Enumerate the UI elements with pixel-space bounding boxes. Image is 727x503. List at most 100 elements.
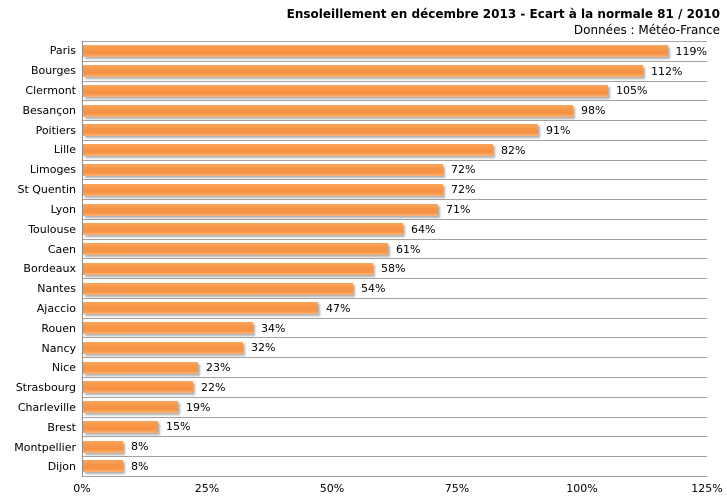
bar-row-nancy: 32% [83, 338, 707, 359]
category-label-paris: Paris [49, 44, 76, 58]
x-tick-label-25: 25% [194, 482, 220, 495]
bar-row-nice: 23% [83, 358, 707, 379]
category-label-lyon: Lyon [50, 202, 76, 216]
bar-value-label-lyon: 71% [446, 203, 471, 216]
category-label-charleville: Charleville [17, 401, 76, 415]
category-axis-labels: Paris Bourges Clermont Besançon Poitiers Lill… [0, 41, 76, 477]
bar-row-clermont: 105% [83, 82, 707, 102]
category-label-lille: Lille [53, 143, 76, 157]
x-tick-label-75: 75% [444, 482, 470, 495]
bar-bourges [83, 65, 643, 78]
bar-value-label-ajaccio: 47% [326, 301, 351, 315]
bar-value-label-caen: 61% [396, 242, 421, 256]
bar-row-poitiers: 91% [83, 121, 707, 141]
category-label-nancy: Nancy [41, 341, 77, 355]
bar-row-ajaccio: 47% [83, 299, 707, 319]
bar-paris [83, 45, 668, 58]
bar-limoges [83, 163, 443, 176]
bar-value-label-toulouse: 64% [411, 222, 436, 236]
bar-nice [83, 361, 198, 374]
x-tick-label-100: 100% [566, 482, 598, 495]
bar-brest [83, 420, 158, 433]
bar-lyon [83, 203, 438, 216]
bar-row-rouen: 34% [83, 319, 707, 339]
bar-value-label-nice: 23% [206, 361, 231, 375]
category-label-bourges: Bourges [30, 64, 76, 78]
category-label-nantes: Nantes [37, 282, 76, 296]
bar-clermont [83, 84, 608, 97]
bar-row-charleville: 19% [83, 398, 707, 418]
bar-row-bordeaux: 58% [83, 259, 707, 280]
bar-value-label-st-quentin: 72% [451, 183, 476, 197]
category-label-clermont: Clermont [25, 84, 76, 98]
x-tick-label-125: 125% [691, 482, 723, 495]
bar-rouen [83, 322, 253, 335]
bar-row-bourges: 112% [83, 62, 707, 82]
bar-value-label-clermont: 105% [616, 84, 648, 98]
bar-charleville [83, 401, 178, 414]
bar-row-nantes: 54% [83, 279, 707, 299]
bar-value-label-lille: 82% [501, 143, 526, 157]
bar-value-label-rouen: 34% [261, 321, 286, 335]
bar-value-label-besançon: 98% [581, 104, 606, 118]
bar-value-label-limoges: 72% [451, 163, 476, 177]
bar-value-label-montpellier: 8% [131, 440, 149, 454]
category-label-brest: Brest [47, 420, 76, 434]
bar-value-label-bordeaux: 58% [381, 262, 406, 276]
category-label-dijon: Dijon [47, 460, 76, 474]
bar-st-quentin [83, 183, 443, 196]
category-label-nice: Nice [51, 361, 76, 375]
bar-ajaccio [83, 302, 318, 315]
x-tick-label-0: 0% [73, 482, 91, 495]
bar-value-label-nantes: 54% [361, 282, 386, 296]
bar-value-label-charleville: 19% [186, 400, 211, 414]
category-label-toulouse: Toulouse [28, 222, 76, 236]
chart-title: Ensoleillement en décembre 2013 - Ecart … [286, 7, 720, 21]
category-label-besançon: Besançon [22, 103, 76, 117]
category-label-ajaccio: Ajaccio [36, 301, 76, 315]
bar-row-dijon: 8% [83, 457, 707, 477]
bar-caen [83, 243, 388, 256]
bar-besançon [83, 104, 573, 117]
category-label-strasbourg: Strasbourg [15, 381, 76, 395]
bar-value-label-poitiers: 91% [546, 123, 571, 137]
category-label-poitiers: Poitiers [35, 123, 76, 137]
bar-row-caen: 61% [83, 240, 707, 260]
bar-value-label-bourges: 112% [651, 64, 683, 78]
chart-subtitle: Données : Météo-France [573, 23, 720, 37]
bar-row-montpellier: 8% [83, 437, 707, 458]
category-label-rouen: Rouen [41, 321, 76, 335]
chart-header: Ensoleillement en décembre 2013 - Ecart … [287, 6, 720, 38]
bar-row-paris: 119% [83, 42, 707, 62]
bar-row-lille: 82% [83, 141, 707, 161]
bar-row-toulouse: 64% [83, 220, 707, 240]
category-label-montpellier: Montpellier [14, 440, 76, 454]
category-label-limoges: Limoges [29, 163, 76, 177]
bar-dijon [83, 460, 123, 473]
bar-row-limoges: 72% [83, 161, 707, 181]
bar-strasbourg [83, 381, 193, 394]
category-label-caen: Caen [47, 242, 76, 256]
bar-poitiers [83, 124, 538, 137]
bar-bordeaux [83, 262, 373, 275]
category-label-bordeaux: Bordeaux [23, 262, 76, 276]
bar-row-besançon: 98% [83, 101, 707, 122]
bar-montpellier [83, 440, 123, 453]
plot-area: 119% 112% 105% 98% 91% 82% 72% 72% 71% 64% 61% 58% 5… [82, 41, 707, 477]
bar-value-label-strasbourg: 22% [201, 380, 226, 394]
category-label-st-quentin: St Quentin [17, 183, 76, 197]
bar-row-st-quentin: 72% [83, 180, 707, 201]
bar-row-brest: 15% [83, 418, 707, 438]
bar-lille [83, 144, 493, 157]
bar-row-strasbourg: 22% [83, 378, 707, 398]
bar-value-label-nancy: 32% [251, 341, 276, 355]
bar-value-label-paris: 119% [675, 44, 707, 58]
bar-value-label-dijon: 8% [131, 459, 149, 473]
value-axis-labels: 0% 25% 50% 75% 100% 125% [0, 482, 727, 498]
bar-row-lyon: 71% [83, 200, 707, 220]
bar-nancy [83, 341, 243, 354]
x-tick-label-50: 50% [319, 482, 345, 495]
bar-value-label-brest: 15% [166, 420, 191, 434]
bar-toulouse [83, 223, 403, 236]
